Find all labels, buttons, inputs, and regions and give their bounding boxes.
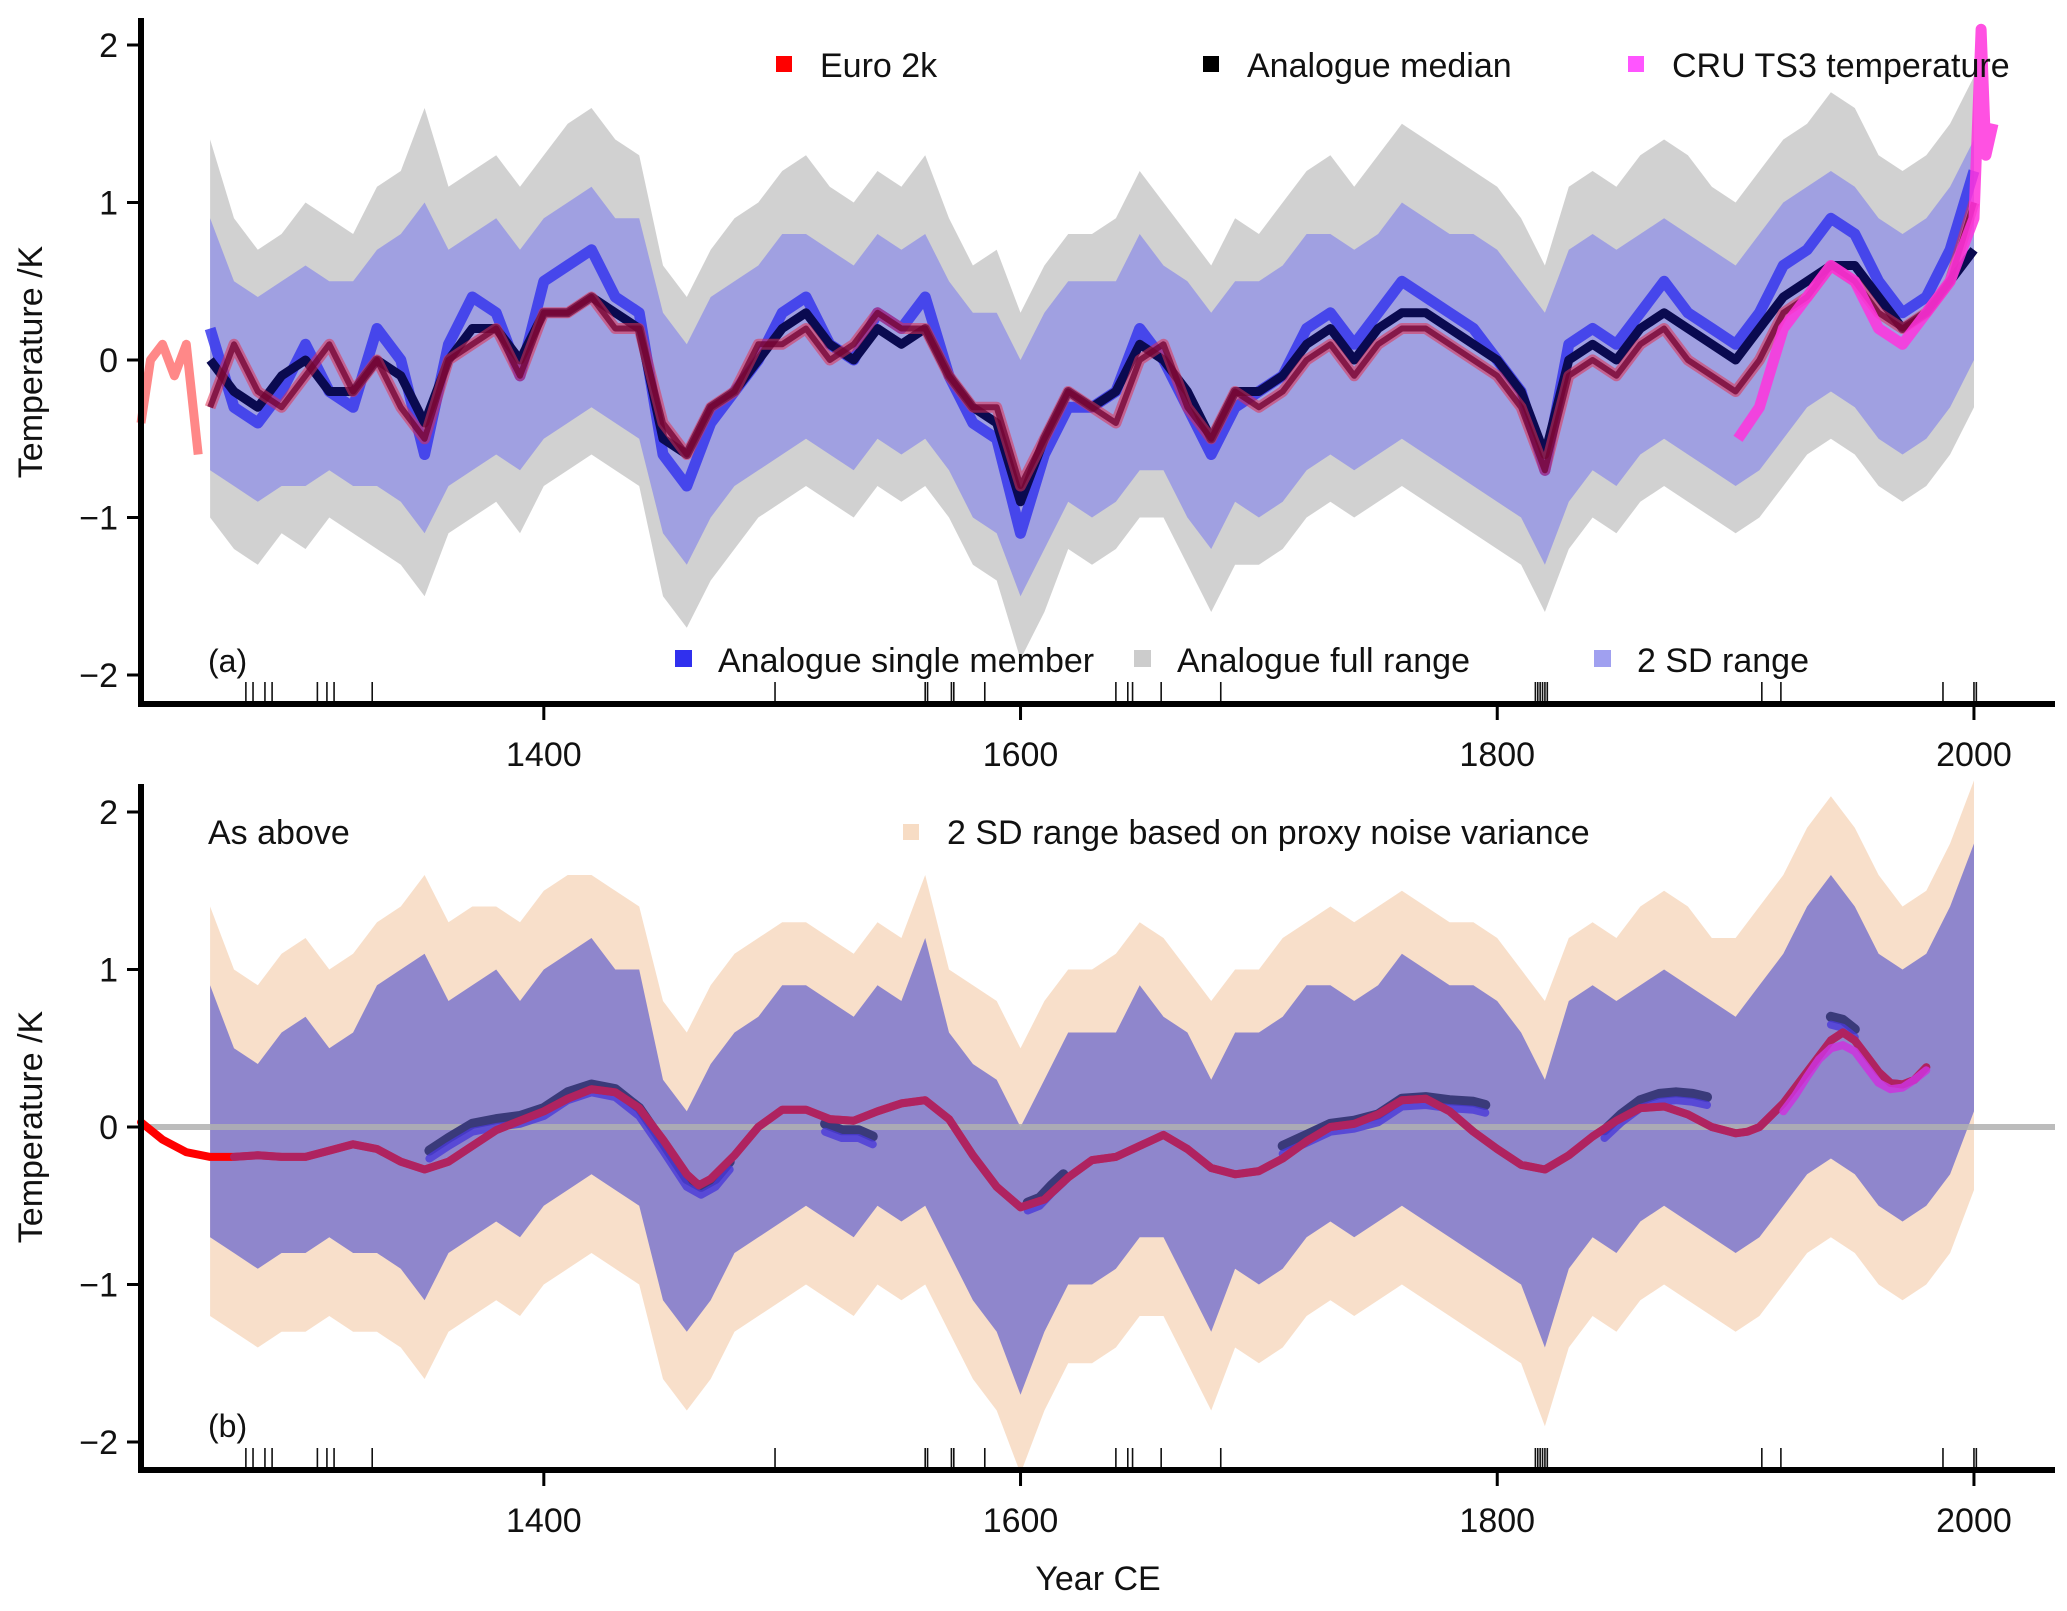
panel-a-y-tick-label: −1	[79, 500, 118, 538]
legend-item-euro2k: Euro 2k	[776, 47, 938, 85]
line-euro2k-smoothed-overlay	[230, 1028, 1931, 1212]
panel-b-x-ticks: 1400 1600 1800 2000	[506, 1470, 2012, 1540]
legend-label-full-range: Analogue full range	[1177, 642, 1470, 680]
legend-item-proxy-noise: 2 SD range based on proxy noise variance	[903, 814, 1590, 852]
panel-a-y-tick-label: −2	[79, 657, 118, 695]
panel-b-y-tick-label: −2	[79, 1424, 118, 1462]
panel-b-label: (b)	[208, 1408, 247, 1444]
panel-a-rug-ticks	[245, 682, 1978, 704]
panel-a-x-tick-label: 1600	[983, 736, 1059, 774]
band-2sd-range	[210, 139, 1975, 597]
line-analogue-smoothed	[1825, 1011, 1860, 1035]
panel-a-y-ticks: −2 −1 0 1 2	[79, 27, 141, 695]
panel-b-y-ticks: −2 −1 0 1 2	[79, 794, 141, 1462]
panel-b-x-tick-label: 1600	[983, 1502, 1059, 1540]
line-euro2k-overlap	[207, 201, 1977, 489]
legend-swatch-single-member	[675, 650, 692, 667]
line-cru-smoothed	[1779, 1041, 1931, 1116]
panel-b-y-tick-label: 2	[99, 794, 118, 832]
panel-a-bands	[210, 76, 1975, 660]
panel-a-ylabel: Temperature /K	[12, 245, 50, 478]
panel-a-y-tick-label: 0	[99, 342, 118, 380]
legend-top: Euro 2k Analogue median CRU TS3 temperat…	[776, 47, 2010, 85]
legend-label-as-above: As above	[208, 814, 350, 852]
line-analogue-smoothed	[820, 1118, 878, 1142]
panel-b-x-tick-label: 2000	[1936, 1502, 2012, 1540]
legend-swatch-2sd	[1594, 650, 1611, 667]
panel-b-ylabel: Temperature /K	[12, 1010, 50, 1243]
panel-b-rug-ticks	[245, 1448, 1978, 1470]
legend-swatch-analogue-median	[1203, 56, 1219, 72]
legend-item-cru: CRU TS3 temperature	[1628, 47, 2010, 85]
legend-label-analogue-median: Analogue median	[1247, 47, 1512, 85]
legend-label-cru: CRU TS3 temperature	[1672, 47, 2010, 85]
legend-item-analogue-median: Analogue median	[1203, 47, 1512, 85]
panel-b-y-tick-label: 0	[99, 1109, 118, 1147]
panel-a-x-tick-label: 1800	[1459, 736, 1535, 774]
line-cru-ts3	[1733, 23, 1999, 442]
panel-b-xlabel: Year CE	[1035, 1560, 1160, 1598]
panel-b-y-tick-label: −1	[79, 1267, 118, 1305]
panel-a-y-tick-label: 2	[99, 27, 118, 65]
legend-panel-b: As above 2 SD range based on proxy noise…	[208, 814, 1590, 852]
panel-b-x-tick-label: 1400	[506, 1502, 582, 1540]
legend-swatch-euro2k	[776, 56, 792, 72]
legend-item-single-member: Analogue single member	[675, 642, 1094, 680]
legend-bottom: Analogue single member Analogue full ran…	[675, 642, 1809, 680]
panel-a-x-ticks: 1400 1600 1800 2000	[506, 704, 2012, 774]
panel-a-lines	[136, 23, 1999, 539]
panel-b-lines	[137, 1011, 1931, 1215]
legend-label-proxy-noise: 2 SD range based on proxy noise variance	[947, 814, 1590, 852]
legend-item-2sd: 2 SD range	[1594, 642, 1809, 680]
legend-swatch-proxy-noise	[903, 824, 919, 840]
line-analogue-member-smoothed	[821, 1127, 877, 1149]
panel-a-label: (a)	[208, 643, 247, 679]
legend-swatch-full-range	[1134, 650, 1151, 667]
legend-label-single-member: Analogue single member	[718, 642, 1094, 680]
legend-label-euro2k: Euro 2k	[820, 47, 938, 85]
panel-a-y-tick-label: 1	[99, 185, 118, 223]
band-2sd-range	[210, 843, 1975, 1395]
panel-b-x-tick-label: 1800	[1459, 1502, 1535, 1540]
panel-a-x-tick-label: 2000	[1936, 736, 2012, 774]
legend-swatch-cru	[1628, 56, 1644, 72]
line-euro2k-early	[136, 339, 203, 455]
legend-label-2sd: 2 SD range	[1637, 642, 1809, 680]
legend-item-full-range: Analogue full range	[1134, 642, 1470, 680]
panel-b-y-tick-label: 1	[99, 952, 118, 990]
panel-a-x-tick-label: 1400	[506, 736, 582, 774]
